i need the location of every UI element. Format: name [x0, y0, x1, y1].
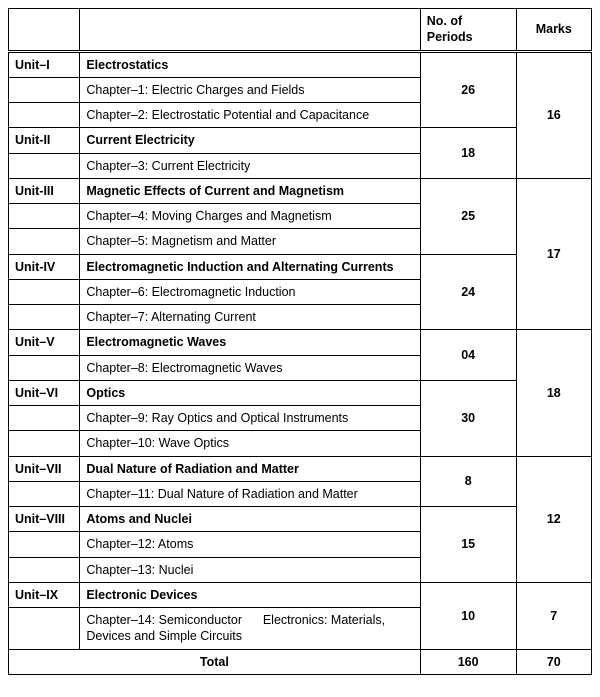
blank [9, 153, 80, 178]
chapter-7: Chapter–7: Alternating Current [80, 305, 420, 330]
unit-2-code: Unit-II [9, 128, 80, 153]
unit-2-row: Unit-II Current Electricity 18 [9, 128, 592, 153]
chapter-14: Chapter–14: Semiconductor Electronics: M… [80, 608, 420, 650]
unit-8-title: Atoms and Nuclei [80, 507, 420, 532]
unit-4-row: Unit-IV Electromagnetic Induction and Al… [9, 254, 592, 279]
marks-5-6: 18 [516, 330, 591, 456]
chapter-4: Chapter–4: Moving Charges and Magnetism [80, 204, 420, 229]
chapter-10: Chapter–10: Wave Optics [80, 431, 420, 456]
unit-9-title: Electronic Devices [80, 582, 420, 607]
unit-6-row: Unit–VI Optics 30 [9, 380, 592, 405]
unit-3-periods: 25 [420, 178, 516, 254]
blank [9, 77, 80, 102]
unit-3-code: Unit-III [9, 178, 80, 203]
blank [9, 279, 80, 304]
unit-1-periods: 26 [420, 51, 516, 128]
total-row: Total 160 70 [9, 649, 592, 674]
chapter-12: Chapter–12: Atoms [80, 532, 420, 557]
blank [9, 431, 80, 456]
chapter-1: Chapter–1: Electric Charges and Fields [80, 77, 420, 102]
unit-4-title: Electromagnetic Induction and Alternatin… [80, 254, 420, 279]
syllabus-table: No. of Periods Marks Unit–I Electrostati… [8, 8, 592, 675]
chapter-8: Chapter–8: Electromagnetic Waves [80, 355, 420, 380]
chapter-13: Chapter–13: Nuclei [80, 557, 420, 582]
unit-3-row: Unit-III Magnetic Effects of Current and… [9, 178, 592, 203]
chapter-11: Chapter–11: Dual Nature of Radiation and… [80, 481, 420, 506]
blank [9, 355, 80, 380]
blank [9, 305, 80, 330]
unit-7-row: Unit–VII Dual Nature of Radiation and Ma… [9, 456, 592, 481]
blank [9, 406, 80, 431]
blank [9, 557, 80, 582]
chapter-5: Chapter–5: Magnetism and Matter [80, 229, 420, 254]
unit-7-periods: 8 [420, 456, 516, 507]
unit-8-periods: 15 [420, 507, 516, 583]
unit-9-row: Unit–IX Electronic Devices 10 7 [9, 582, 592, 607]
marks-3-4: 17 [516, 178, 591, 330]
header-content-blank [80, 9, 420, 52]
unit-6-title: Optics [80, 380, 420, 405]
unit-2-title: Current Electricity [80, 128, 420, 153]
blank [9, 532, 80, 557]
unit-6-code: Unit–VI [9, 380, 80, 405]
blank [9, 481, 80, 506]
total-periods: 160 [420, 649, 516, 674]
unit-8-code: Unit–VIII [9, 507, 80, 532]
chapter-9: Chapter–9: Ray Optics and Optical Instru… [80, 406, 420, 431]
header-unit-blank [9, 9, 80, 52]
unit-8-row: Unit–VIII Atoms and Nuclei 15 [9, 507, 592, 532]
total-label: Total [9, 649, 421, 674]
chapter-14-part1: Chapter–14: Semiconductor [86, 613, 242, 627]
blank [9, 608, 80, 650]
total-marks: 70 [516, 649, 591, 674]
marks-9: 7 [516, 582, 591, 649]
unit-1-code: Unit–I [9, 51, 80, 77]
unit-1-row: Unit–I Electrostatics 26 16 [9, 51, 592, 77]
blank [9, 229, 80, 254]
unit-9-code: Unit–IX [9, 582, 80, 607]
header-row: No. of Periods Marks [9, 9, 592, 52]
unit-7-title: Dual Nature of Radiation and Matter [80, 456, 420, 481]
marks-7-8: 12 [516, 456, 591, 582]
unit-7-code: Unit–VII [9, 456, 80, 481]
chapter-2: Chapter–2: Electrostatic Potential and C… [80, 103, 420, 128]
unit-1-title: Electrostatics [80, 51, 420, 77]
header-marks: Marks [516, 9, 591, 52]
unit-5-code: Unit–V [9, 330, 80, 355]
unit-6-periods: 30 [420, 380, 516, 456]
unit-5-title: Electromagnetic Waves [80, 330, 420, 355]
unit-2-periods: 18 [420, 128, 516, 179]
chapter-3: Chapter–3: Current Electricity [80, 153, 420, 178]
unit-9-periods: 10 [420, 582, 516, 649]
unit-3-title: Magnetic Effects of Current and Magnetis… [80, 178, 420, 203]
unit-5-row: Unit–V Electromagnetic Waves 04 18 [9, 330, 592, 355]
blank [9, 103, 80, 128]
unit-5-periods: 04 [420, 330, 516, 381]
chapter-6: Chapter–6: Electromagnetic Induction [80, 279, 420, 304]
unit-4-code: Unit-IV [9, 254, 80, 279]
unit-4-periods: 24 [420, 254, 516, 330]
blank [9, 204, 80, 229]
marks-1-2: 16 [516, 51, 591, 178]
header-periods: No. of Periods [420, 9, 516, 52]
